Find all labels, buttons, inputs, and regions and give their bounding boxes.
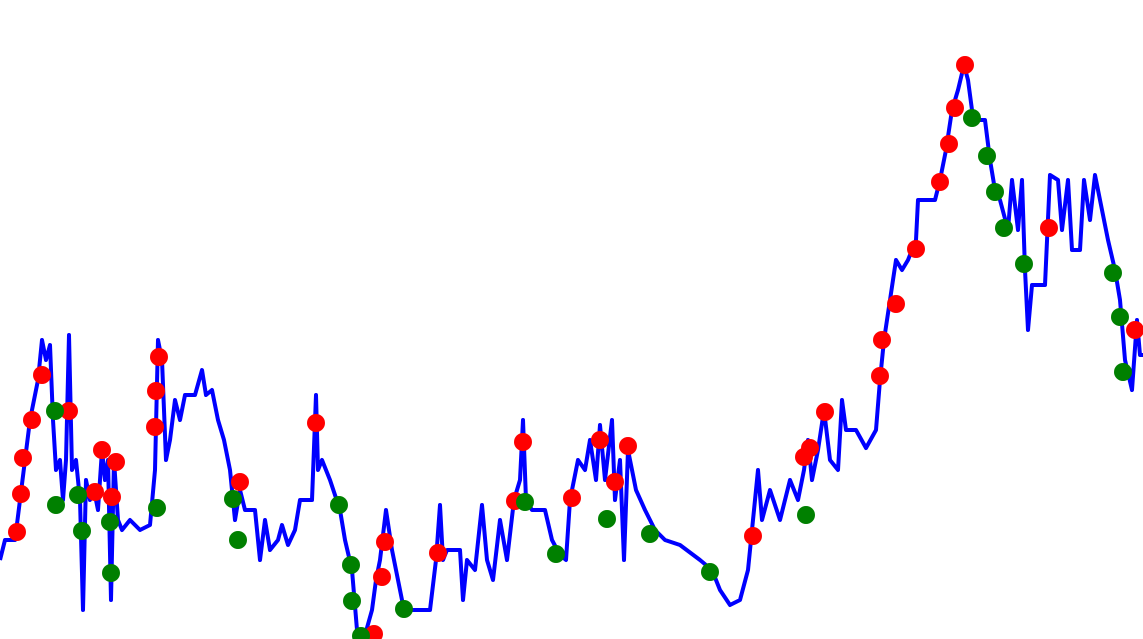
marker: [395, 600, 413, 618]
marker: [887, 295, 905, 313]
marker: [871, 367, 889, 385]
marker: [816, 403, 834, 421]
marker: [23, 411, 41, 429]
marker: [1111, 308, 1129, 326]
marker: [801, 439, 819, 457]
marker: [563, 489, 581, 507]
marker: [907, 240, 925, 258]
marker: [956, 56, 974, 74]
marker: [102, 564, 120, 582]
marker: [150, 348, 168, 366]
marker: [229, 531, 247, 549]
marker: [373, 568, 391, 586]
marker: [330, 496, 348, 514]
marker: [940, 135, 958, 153]
marker: [93, 441, 111, 459]
marker: [606, 473, 624, 491]
marker: [8, 523, 26, 541]
marker: [343, 592, 361, 610]
marker: [873, 331, 891, 349]
marker: [995, 219, 1013, 237]
marker: [963, 109, 981, 127]
marker: [591, 431, 609, 449]
marker: [516, 493, 534, 511]
marker: [598, 510, 616, 528]
marker: [47, 496, 65, 514]
marker: [12, 485, 30, 503]
marker: [224, 490, 242, 508]
marker: [797, 506, 815, 524]
marker: [86, 483, 104, 501]
marker: [231, 473, 249, 491]
marker: [1104, 264, 1122, 282]
marker: [103, 488, 121, 506]
marker: [931, 173, 949, 191]
marker: [744, 527, 762, 545]
marker: [547, 545, 565, 563]
marker: [701, 563, 719, 581]
marker: [946, 99, 964, 117]
marker: [1126, 321, 1143, 339]
marker: [101, 513, 119, 531]
marker: [429, 544, 447, 562]
price-line: [0, 63, 1143, 637]
marker: [73, 522, 91, 540]
marker: [619, 437, 637, 455]
marker: [69, 486, 87, 504]
marker: [978, 147, 996, 165]
marker: [307, 414, 325, 432]
marker: [33, 366, 51, 384]
marker: [514, 433, 532, 451]
marker: [107, 453, 125, 471]
marker: [60, 402, 78, 420]
marker: [376, 533, 394, 551]
marker: [14, 449, 32, 467]
marker: [146, 418, 164, 436]
marker: [1040, 219, 1058, 237]
marker: [641, 525, 659, 543]
marker: [342, 556, 360, 574]
marker: [1015, 255, 1033, 273]
marker: [986, 183, 1004, 201]
marker: [147, 382, 165, 400]
marker: [352, 627, 370, 639]
marker: [1114, 363, 1132, 381]
marker: [148, 499, 166, 517]
marker: [46, 402, 64, 420]
